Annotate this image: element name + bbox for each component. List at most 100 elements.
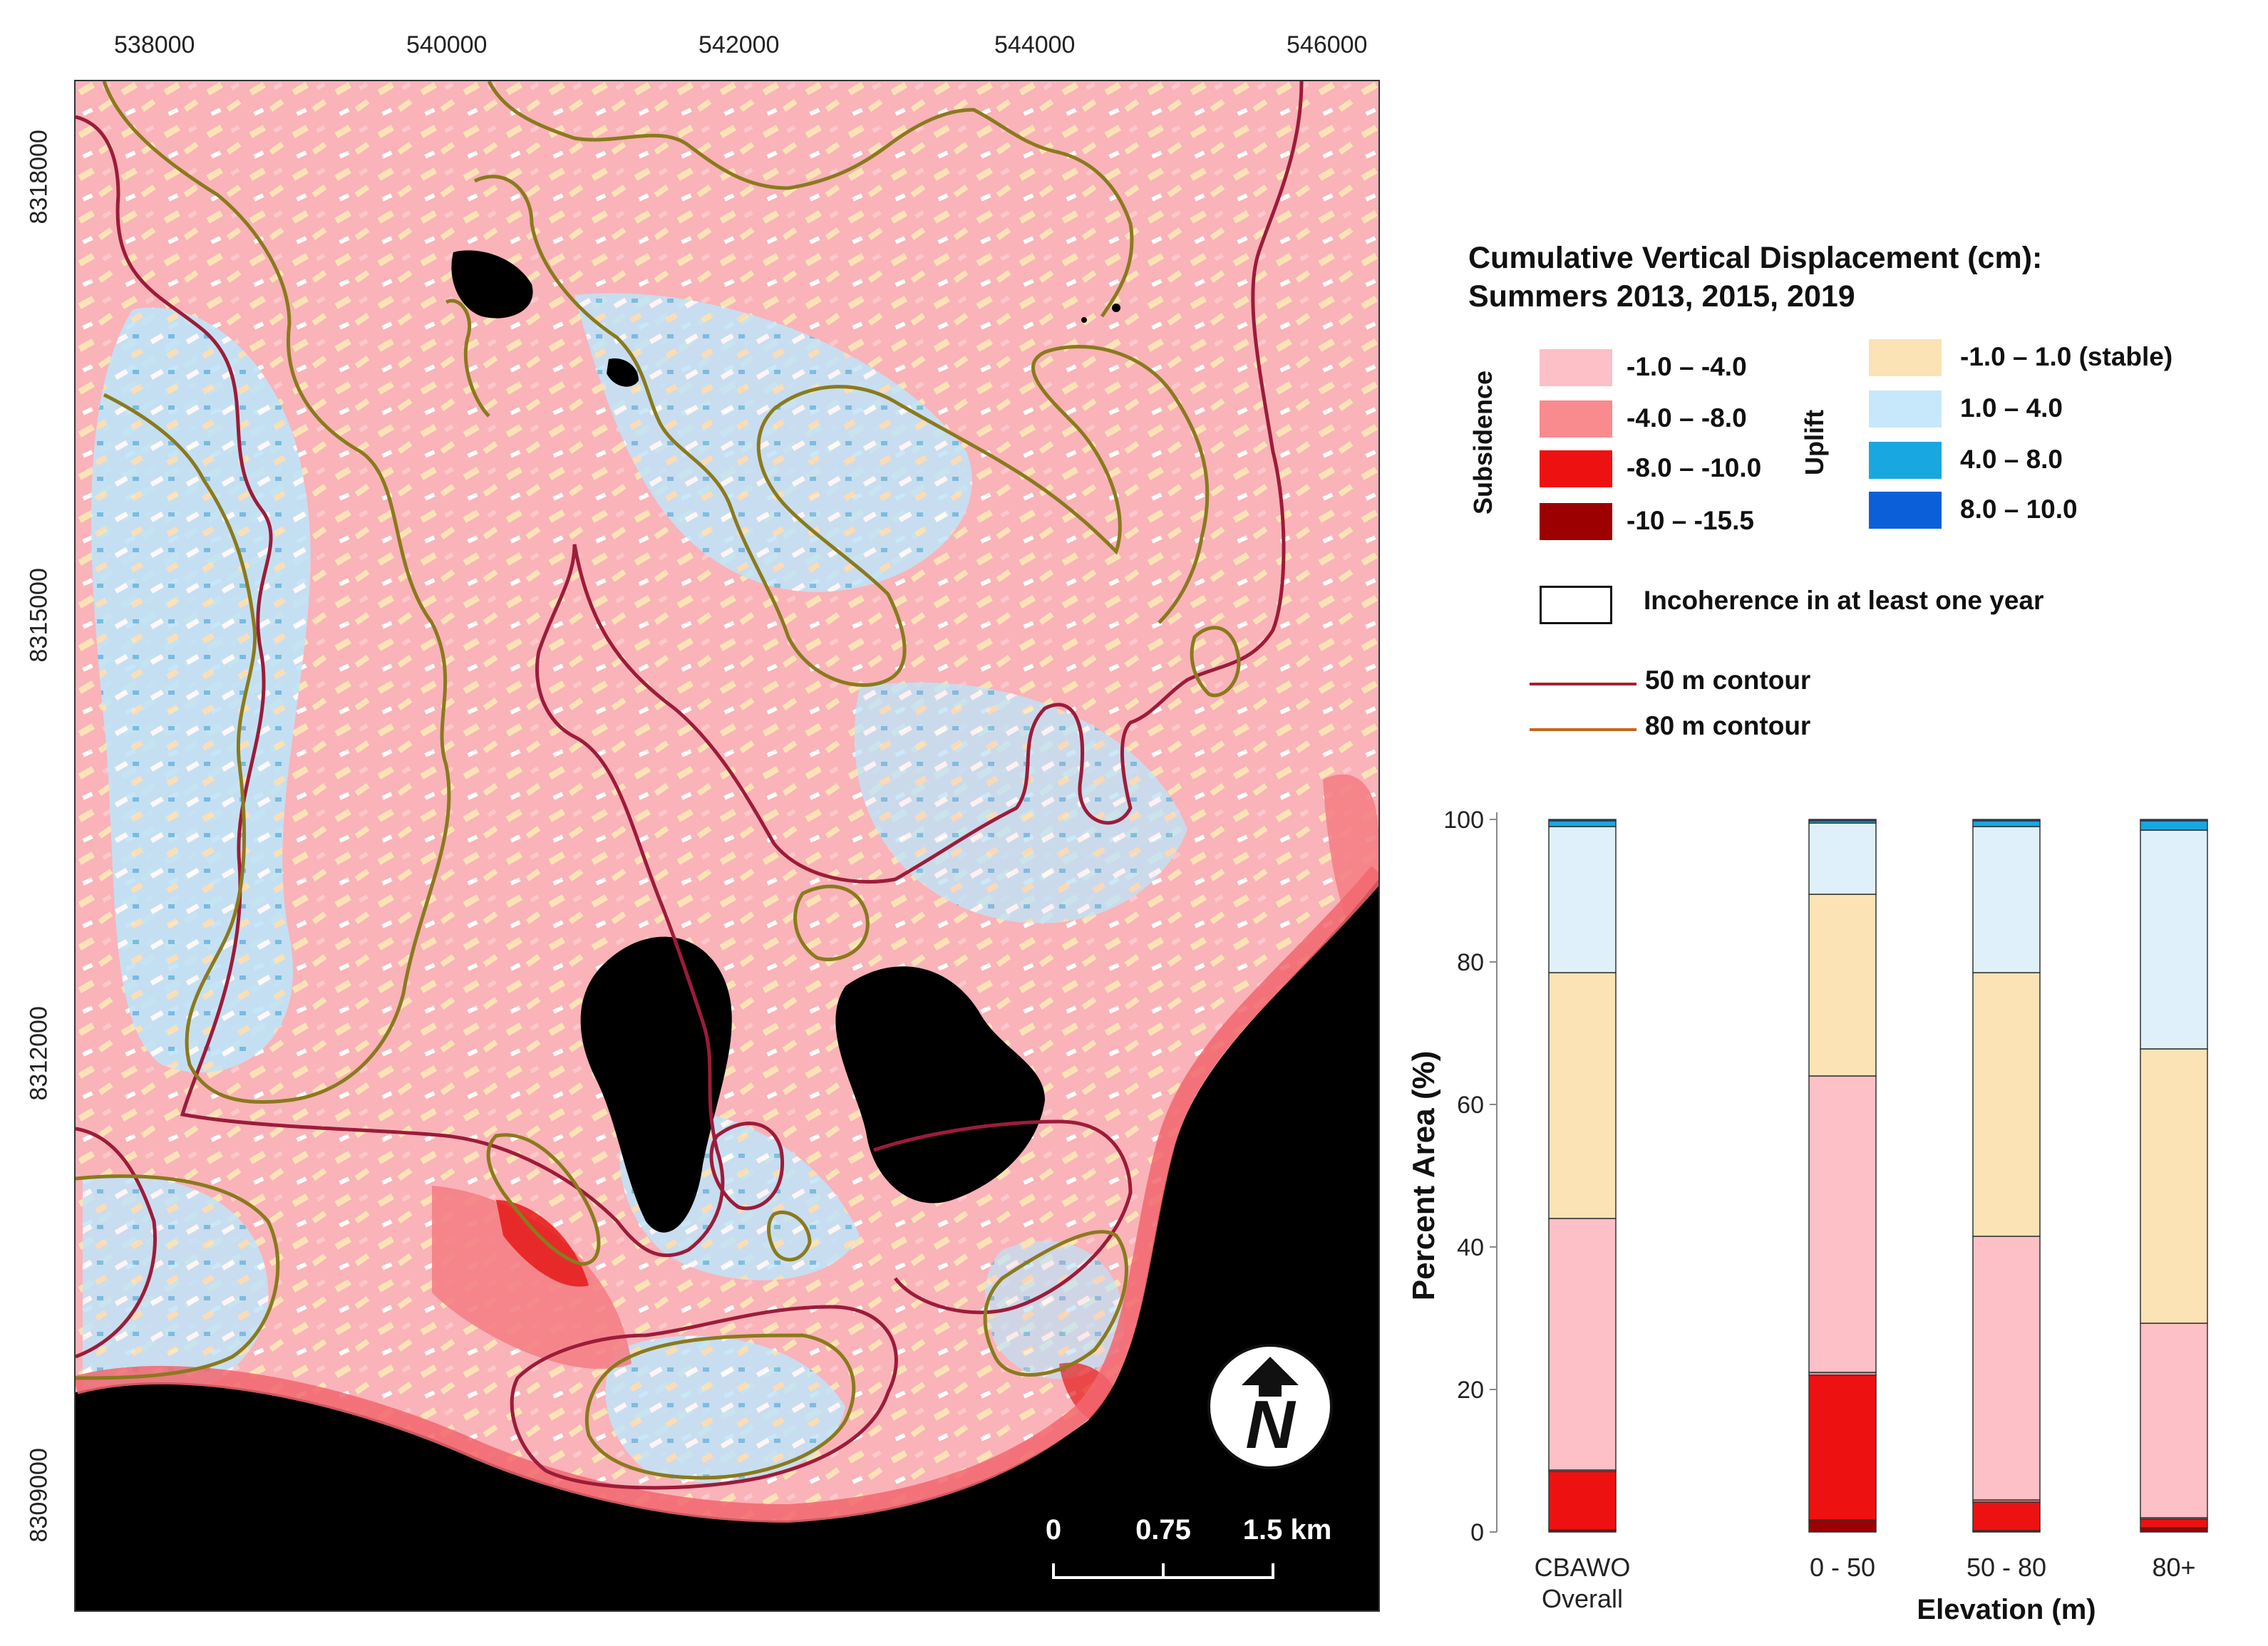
contour-50m bbox=[873, 1119, 1133, 1315]
x-tick-label: 50 - 80 bbox=[1967, 1553, 2046, 1582]
bar-segment bbox=[2140, 1518, 2208, 1528]
bar-segment bbox=[2140, 1048, 2208, 1324]
north-arrow: N bbox=[1207, 1344, 1333, 1469]
legend: Cumulative Vertical Displacement (cm): S… bbox=[1468, 235, 2252, 777]
y-tick-label: 80 bbox=[1457, 949, 1484, 976]
subsidence-patch bbox=[496, 1200, 589, 1287]
bar-segment bbox=[2140, 819, 2208, 822]
subsidence-label: -10 – -15.5 bbox=[1627, 506, 1754, 535]
bar-segment bbox=[1548, 820, 1617, 827]
lake bbox=[451, 250, 533, 319]
contour-50m bbox=[76, 1127, 157, 1359]
bar-segment bbox=[1548, 1218, 1617, 1471]
bar-segment bbox=[1548, 1471, 1617, 1531]
contour-50m-label: 50 m contour bbox=[1645, 666, 1811, 695]
incoherence-label: Incoherence in at least one year bbox=[1644, 586, 2044, 615]
subsidence-swatch bbox=[1540, 503, 1612, 540]
bar-segment bbox=[1548, 819, 1617, 822]
lake bbox=[607, 358, 639, 387]
uplift-label: 4.0 – 8.0 bbox=[1960, 445, 2063, 474]
uplift-label: 8.0 – 10.0 bbox=[1960, 495, 2078, 524]
lake bbox=[580, 936, 732, 1233]
stacked-bar-chart: 0 20 40 60 80 100 Percent Area (%) CBAWO Overall… bbox=[1406, 807, 2208, 1625]
contour-50m bbox=[709, 1122, 784, 1211]
bar-segment bbox=[1808, 1075, 1877, 1373]
contour-80m bbox=[793, 884, 870, 961]
bar-segment bbox=[1808, 894, 1877, 1077]
x-tick-label: 0 - 50 bbox=[1810, 1553, 1875, 1582]
scale-label: 1.5 km bbox=[1243, 1514, 1332, 1546]
uplift-swatch bbox=[1869, 442, 1942, 479]
uplift-label: -1.0 – 1.0 (stable) bbox=[1960, 342, 2173, 371]
x-tick-label: CBAWO Overall bbox=[1535, 1553, 1631, 1613]
scale-label: 0.75 bbox=[1135, 1514, 1191, 1546]
bar-segment bbox=[1808, 1519, 1877, 1533]
bar-segment bbox=[1972, 1501, 2041, 1531]
contour-80m bbox=[1190, 626, 1241, 698]
subsidence-label: -1.0 – -4.0 bbox=[1627, 352, 1747, 381]
contour-80m-line-sample bbox=[1530, 728, 1636, 731]
subsidence-group-label: Subsidence bbox=[1468, 370, 1498, 515]
uplift-swatch bbox=[1869, 492, 1942, 529]
bar-segment bbox=[1548, 826, 1617, 973]
subsidence-swatch bbox=[1540, 349, 1612, 386]
y-tick-label: 20 bbox=[1457, 1377, 1484, 1404]
contour-50m bbox=[510, 1305, 898, 1490]
map-y-tick-label: 8318000 bbox=[25, 130, 53, 224]
bar-segment bbox=[1972, 826, 2041, 973]
bar-segment bbox=[1548, 972, 1617, 1219]
contour-50m-line-sample bbox=[1530, 683, 1636, 685]
uplift-zone bbox=[91, 307, 311, 1073]
contour-80m bbox=[102, 81, 451, 1104]
bar-segment bbox=[2140, 1527, 2208, 1533]
map-x-tick-label: 542000 bbox=[699, 31, 780, 58]
scale-label: 0 bbox=[1046, 1514, 1061, 1546]
contour-80m bbox=[76, 1174, 280, 1380]
coast-fringe bbox=[76, 866, 1378, 1523]
subsidence-label: -4.0 – -8.0 bbox=[1627, 403, 1747, 433]
legend-subtitle: Summers 2013, 2015, 2019 bbox=[1468, 279, 1855, 314]
subsidence-label: -8.0 – -10.0 bbox=[1627, 453, 1762, 482]
contour-80m bbox=[473, 175, 1210, 687]
bar-segment bbox=[1972, 819, 2041, 822]
bar-segment bbox=[1808, 1375, 1877, 1521]
map-x-tick-label: 538000 bbox=[114, 31, 195, 58]
legend-title: Cumulative Vertical Displacement (cm): bbox=[1468, 241, 2043, 275]
subsidence-patch bbox=[432, 1186, 632, 1370]
uplift-label: 1.0 – 4.0 bbox=[1960, 393, 2063, 423]
contour-80m bbox=[584, 1333, 856, 1480]
displacement-map: N 0 0.75 1.5 km bbox=[74, 80, 1380, 1612]
contour-50m bbox=[76, 81, 1304, 1258]
bar-segment bbox=[1808, 819, 1877, 822]
map-y-tick-label: 8315000 bbox=[25, 568, 53, 663]
x-axis-label: Elevation (m) bbox=[1917, 1594, 2096, 1625]
map-x-tick-label: 544000 bbox=[994, 31, 1076, 58]
subsidence-swatch bbox=[1540, 450, 1612, 487]
scale-bar: 0 0.75 1.5 km bbox=[1046, 1514, 1331, 1579]
contour-80m bbox=[445, 299, 490, 418]
x-tick-label: 80+ bbox=[2152, 1553, 2195, 1582]
contour-80m bbox=[486, 1133, 601, 1266]
map-canvas: N 0 0.75 1.5 km bbox=[76, 81, 1378, 1610]
contour-80m bbox=[487, 81, 1134, 318]
bar-segment bbox=[1808, 822, 1877, 895]
uplift-group-label: Uplift bbox=[1799, 410, 1829, 475]
y-tick-label: 100 bbox=[1443, 807, 1484, 834]
contour-80m bbox=[767, 1210, 812, 1262]
subsidence-swatch bbox=[1540, 400, 1612, 438]
bar-segment bbox=[2140, 829, 2208, 1050]
bar-segment bbox=[2140, 1323, 2208, 1518]
bar-segment bbox=[1972, 972, 2041, 1237]
y-tick-label: 0 bbox=[1470, 1519, 1484, 1546]
north-label: N bbox=[1245, 1387, 1296, 1463]
bar-segment bbox=[2140, 820, 2208, 831]
map-y-tick-label: 8309000 bbox=[25, 1448, 53, 1543]
bar-segment bbox=[1972, 1236, 2041, 1501]
contour-80m bbox=[983, 1230, 1128, 1377]
y-axis-label: Percent Area (%) bbox=[1406, 1051, 1441, 1301]
lake bbox=[1081, 317, 1087, 323]
uplift-zone bbox=[574, 293, 972, 592]
map-x-tick-label: 546000 bbox=[1287, 31, 1368, 58]
bar-segment bbox=[1972, 820, 2041, 827]
y-tick-label: 40 bbox=[1457, 1234, 1484, 1261]
